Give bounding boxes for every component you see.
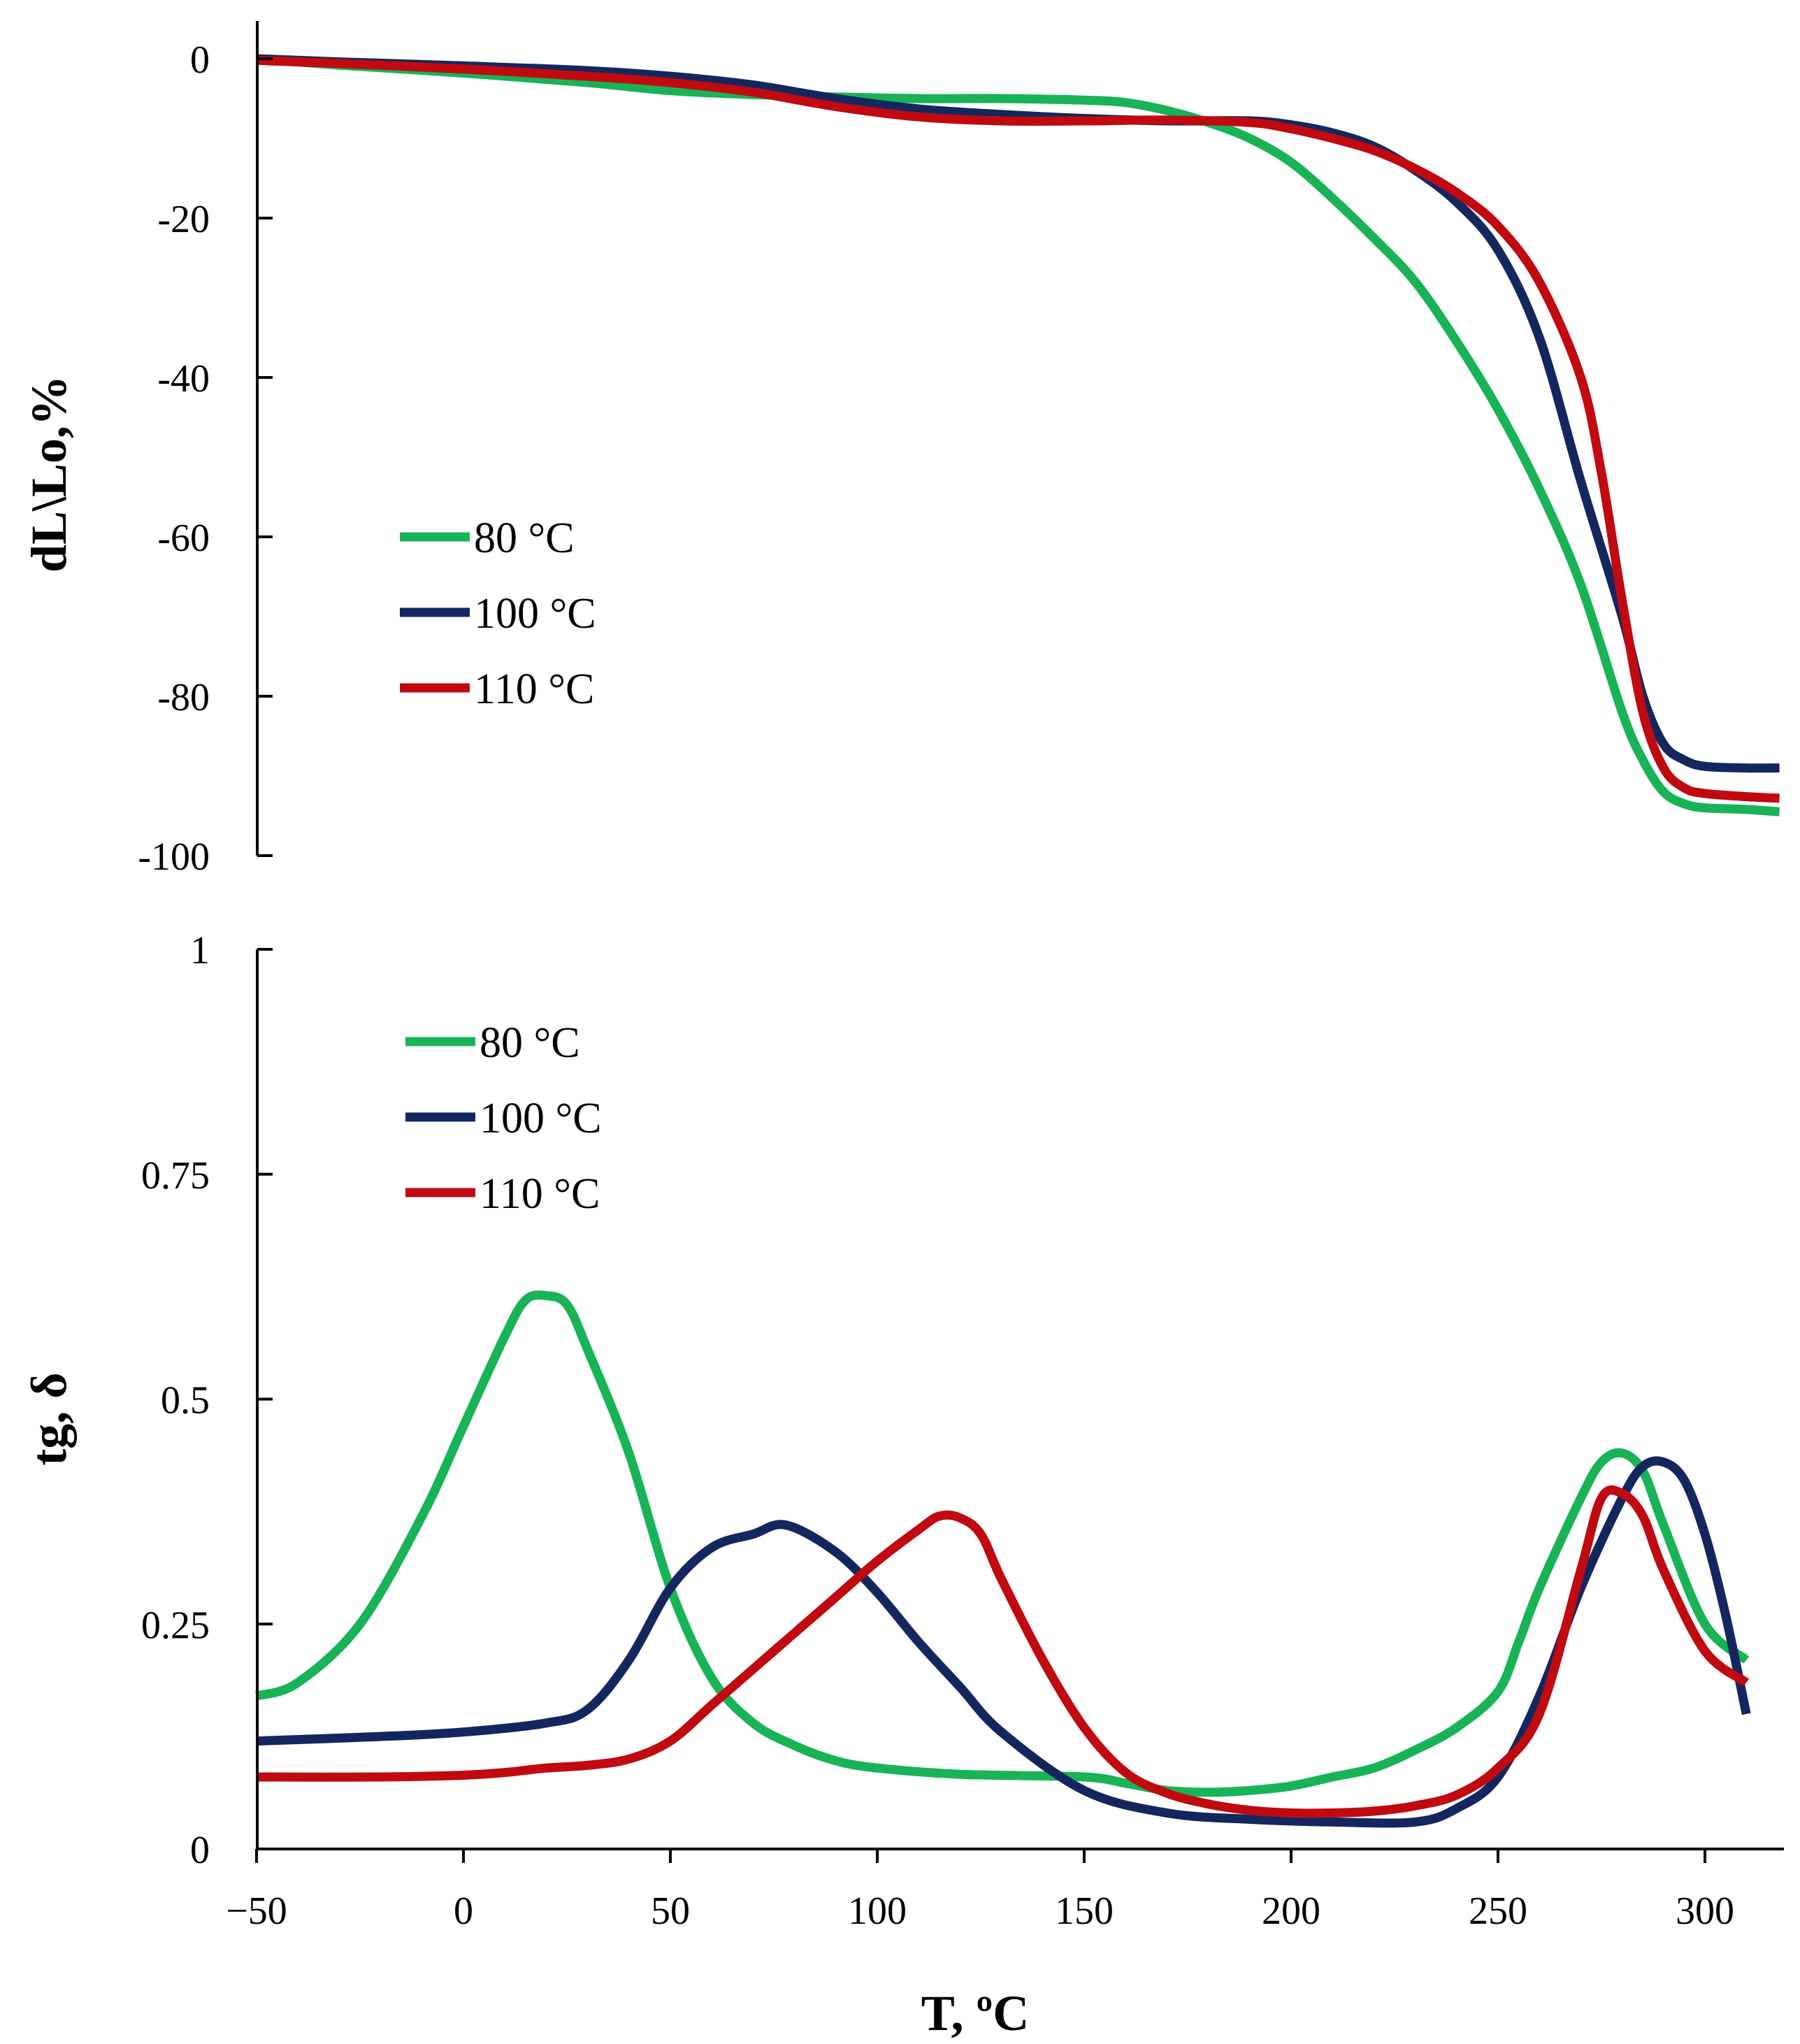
top-y-tick-label: 0 <box>190 38 210 82</box>
top-legend-label-1: 80 °C <box>474 514 575 562</box>
bottom-legend-label-2: 100 °C <box>480 1095 602 1142</box>
top-y-tick-label: -80 <box>157 676 210 719</box>
bottom-series-group <box>255 1290 1751 1828</box>
top-chart-panel: dL\Lo,% 0 -20 -40 -60 -80 -100 80 °C 100 °C 110… <box>21 21 1780 879</box>
bottom-chart-panel: tg, δ T, ºC 0 0.25 0.5 0.75 1 −50 0 50 100 150 200… <box>21 929 1784 2041</box>
bottom-axes-group: 0 0.25 0.5 0.75 1 −50 0 50 100 150 200 250 300 <box>141 929 1784 1933</box>
x-tick-label: 100 <box>848 1890 907 1933</box>
bottom-series-line-1 <box>255 1290 1750 1797</box>
top-legend: 80 °C 100 °C 110 °C <box>400 514 596 713</box>
bottom-y-tick-label: 0.75 <box>141 1154 210 1197</box>
x-tick-label: 250 <box>1469 1890 1527 1933</box>
bottom-legend-label-1: 80 °C <box>480 1019 580 1067</box>
x-tick-label: −50 <box>226 1890 287 1933</box>
bottom-y-tick-label: 1 <box>190 929 210 972</box>
top-legend-label-3: 110 °C <box>474 665 594 713</box>
x-axis-title: T, ºC <box>921 1985 1029 2041</box>
bottom-y-tick-label: 0.5 <box>161 1379 210 1423</box>
top-series-line-2 <box>256 54 1780 773</box>
top-legend-label-2: 100 °C <box>474 590 596 638</box>
top-series-line-1 <box>256 54 1780 816</box>
top-y-tick-label: -40 <box>157 357 210 401</box>
top-y-tick-label: -60 <box>157 517 210 560</box>
bottom-y-tick-label: 0.25 <box>141 1604 210 1647</box>
top-y-tick-label: -20 <box>157 198 210 241</box>
bottom-legend: 80 °C 100 °C 110 °C <box>405 1019 602 1218</box>
bottom-y-axis-title: tg, δ <box>21 1372 77 1465</box>
x-tick-label: 150 <box>1055 1890 1114 1933</box>
bottom-legend-label-3: 110 °C <box>480 1170 600 1218</box>
top-series-line-3 <box>256 55 1780 803</box>
x-tick-label: 300 <box>1676 1890 1734 1933</box>
top-axes-group: 0 -20 -40 -60 -80 -100 <box>138 21 273 879</box>
top-y-tick-label: -100 <box>138 835 210 879</box>
x-tick-label: 200 <box>1262 1890 1320 1933</box>
x-tick-label: 0 <box>454 1890 473 1933</box>
bottom-series-line-3 <box>256 1485 1750 1818</box>
bottom-y-tick-label: 0 <box>190 1829 210 1872</box>
top-series-group <box>256 54 1780 816</box>
x-tick-label: 50 <box>651 1890 690 1933</box>
top-y-axis-title: dL\Lo,% <box>21 375 77 573</box>
bottom-series-line-2 <box>256 1456 1751 1828</box>
